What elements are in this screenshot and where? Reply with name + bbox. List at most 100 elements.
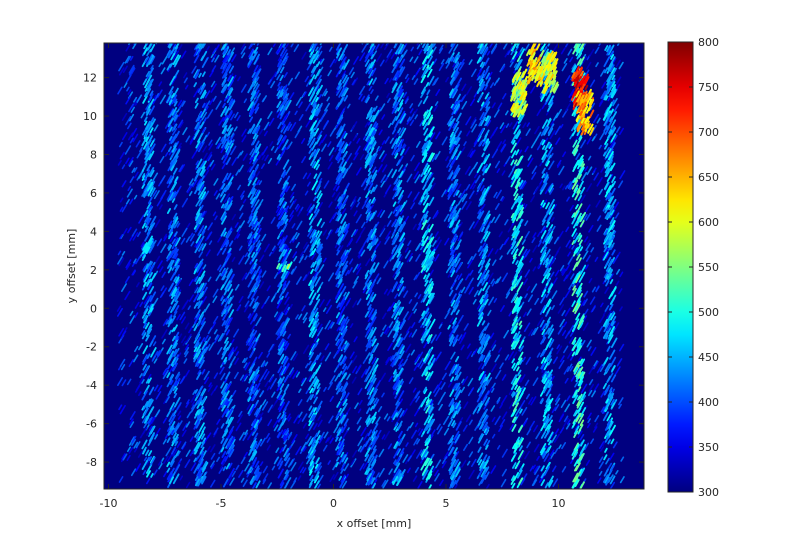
speckle xyxy=(271,71,277,79)
speckle xyxy=(403,50,407,56)
stripe-segment xyxy=(252,302,257,309)
speckle xyxy=(324,343,330,351)
speckle xyxy=(381,140,386,146)
speckle xyxy=(521,181,527,190)
stripe-segment xyxy=(279,365,286,376)
speckle xyxy=(301,51,307,60)
speckle xyxy=(359,52,366,62)
stripe-segment xyxy=(172,94,178,102)
stripe-segment xyxy=(253,218,258,225)
stripe-segment xyxy=(174,286,180,296)
speckle xyxy=(545,324,549,330)
stripe-segment xyxy=(173,142,177,148)
speckle xyxy=(415,395,420,403)
speckle xyxy=(119,197,124,203)
speckle xyxy=(221,162,227,170)
stripe-segment xyxy=(277,266,283,275)
speckle xyxy=(289,303,293,310)
speckle xyxy=(536,143,542,151)
stripe-segment xyxy=(168,223,175,234)
stripe-segment xyxy=(248,447,254,456)
stripe-segment xyxy=(227,296,232,304)
speckle xyxy=(404,247,409,253)
speckle xyxy=(477,362,483,370)
stripe-segment xyxy=(251,196,257,205)
speckle xyxy=(329,395,334,403)
speckle xyxy=(223,193,231,203)
speckle xyxy=(160,67,166,75)
speckle xyxy=(559,355,565,363)
speckle xyxy=(524,249,531,258)
stripe-segment xyxy=(173,349,179,356)
speckle xyxy=(435,353,441,362)
speckle xyxy=(361,202,367,210)
speckle xyxy=(585,212,592,221)
speckle xyxy=(359,444,366,453)
speckle xyxy=(598,100,604,107)
stripe-segment xyxy=(228,100,236,111)
stripe-segment xyxy=(220,296,224,302)
speckle xyxy=(184,344,190,351)
speckle xyxy=(161,55,168,65)
stripe-segment xyxy=(168,43,173,49)
stripe-segment xyxy=(168,175,175,185)
speckle xyxy=(533,424,539,433)
stripe-segment xyxy=(146,207,152,214)
speckle xyxy=(398,368,405,378)
speckle xyxy=(569,184,574,191)
speckle xyxy=(386,416,391,422)
speckle xyxy=(302,446,307,452)
speckle xyxy=(410,349,415,356)
speckle xyxy=(359,154,365,161)
speckle xyxy=(342,430,349,440)
speckle xyxy=(426,147,432,154)
stripe-segment xyxy=(223,128,228,135)
speckle xyxy=(262,478,267,485)
stripe-segment xyxy=(174,396,181,408)
stripe-segment xyxy=(247,403,255,415)
speckle xyxy=(500,124,506,134)
speckle xyxy=(327,141,332,148)
speckle xyxy=(356,364,362,372)
speckle xyxy=(121,112,128,121)
speckle xyxy=(153,124,159,132)
stripe-segment xyxy=(282,328,287,335)
speckle xyxy=(592,167,597,174)
stripe-segment xyxy=(143,315,149,324)
stripe-segment xyxy=(227,111,233,119)
speckle xyxy=(174,279,180,287)
speckle xyxy=(402,454,409,463)
speckle xyxy=(135,255,141,265)
stripe-segment xyxy=(247,396,252,402)
speckle xyxy=(172,50,180,60)
speckle xyxy=(287,433,292,441)
stripe-segment xyxy=(226,148,232,156)
speckle xyxy=(162,367,168,376)
speckle xyxy=(508,311,513,317)
speckle xyxy=(466,460,471,466)
speckle xyxy=(413,437,419,446)
speckle xyxy=(490,45,497,55)
speckle xyxy=(290,268,295,275)
speckle xyxy=(498,347,503,353)
speckle xyxy=(323,431,329,439)
speckle xyxy=(364,121,369,128)
speckle xyxy=(173,220,180,229)
stripe-segment xyxy=(197,137,201,143)
speckle xyxy=(458,62,465,71)
speckle xyxy=(434,150,441,160)
speckle xyxy=(505,286,512,296)
speckle xyxy=(284,296,290,305)
stripe-segment xyxy=(173,294,178,300)
stripe-segment xyxy=(194,69,201,79)
speckle xyxy=(210,452,216,460)
speckle xyxy=(261,302,266,309)
speckle xyxy=(244,255,251,265)
speckle xyxy=(283,97,289,106)
stripe-segment xyxy=(167,266,173,274)
stripe-segment xyxy=(142,178,148,185)
speckle xyxy=(159,291,165,298)
speckle xyxy=(560,267,565,274)
speckle xyxy=(465,414,472,423)
speckle xyxy=(407,455,412,462)
